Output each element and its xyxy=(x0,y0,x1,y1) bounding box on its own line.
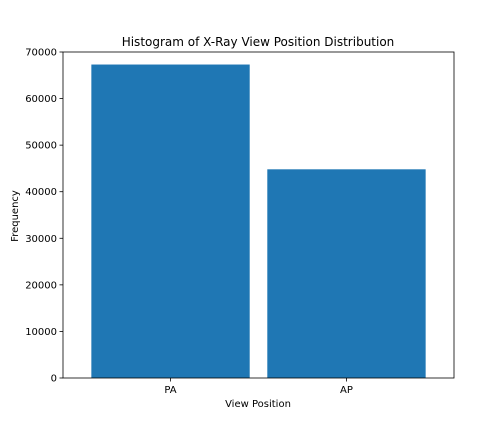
y-axis-label: Frequency xyxy=(10,190,21,242)
y-tick-label: 30000 xyxy=(25,234,57,245)
bar-ap xyxy=(267,169,426,378)
y-tick-label: 40000 xyxy=(25,187,57,198)
y-tick-label: 50000 xyxy=(25,141,57,152)
y-tick-label: 60000 xyxy=(25,94,57,105)
x-tick-label: PA xyxy=(164,385,176,396)
plot-frame xyxy=(62,51,455,379)
y-tick-label: 0 xyxy=(51,374,57,385)
y-tick-label: 10000 xyxy=(25,327,57,338)
plot-area: PA AP 0 10000 20000 30000 40000 50000 60000 70000 xyxy=(25,48,455,396)
x-tick-label: AP xyxy=(340,385,353,396)
y-tick-label: 20000 xyxy=(25,280,57,291)
bar-pa xyxy=(91,64,250,378)
x-axis-label: View Position xyxy=(225,399,291,410)
y-tick-label: 70000 xyxy=(25,48,57,59)
chart-title: Histogram of X-Ray View Position Distrib… xyxy=(122,35,395,49)
